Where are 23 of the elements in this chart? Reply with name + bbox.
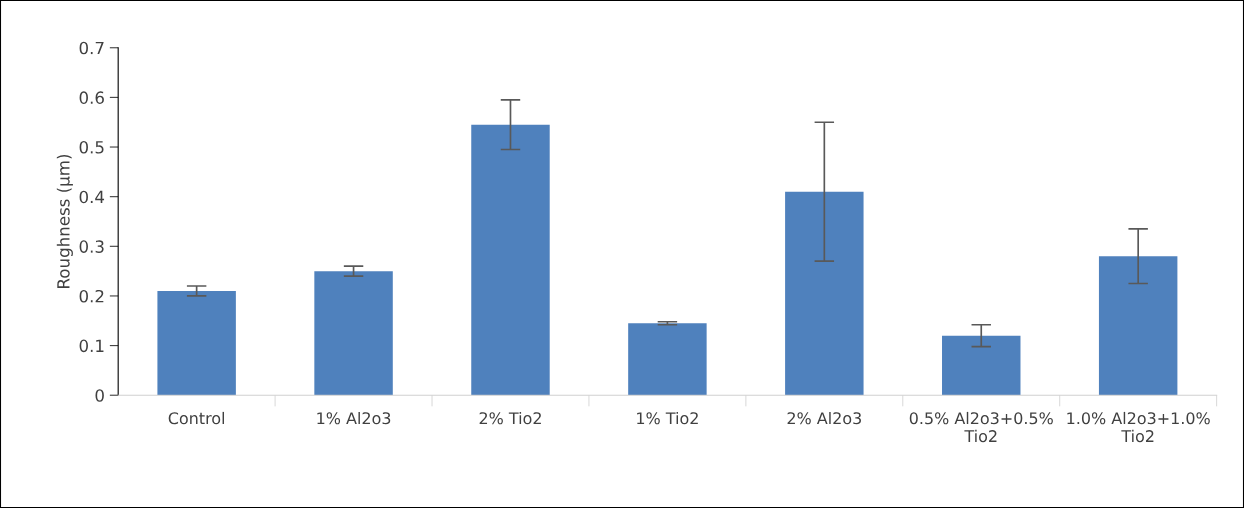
bar bbox=[157, 290, 236, 396]
y-tick-label: 0.5 bbox=[79, 140, 104, 154]
y-tick-label: 0.4 bbox=[79, 190, 105, 204]
y-tick-label: 0 bbox=[95, 389, 104, 402]
y-tick-label: 0.3 bbox=[79, 240, 104, 253]
bar bbox=[1098, 256, 1178, 396]
x-tick-label: 1% Al2o3 bbox=[317, 411, 391, 425]
bar bbox=[471, 124, 550, 396]
y-tick-label: 0.7 bbox=[79, 41, 104, 55]
x-tick-label: 1.0% Al2o3+1.0% Tio2 bbox=[1067, 411, 1210, 443]
x-tick-label: 1% Tio2 bbox=[637, 411, 698, 425]
bar bbox=[785, 191, 864, 396]
y-tick-label: 0.6 bbox=[79, 91, 104, 104]
bar bbox=[314, 271, 393, 396]
x-tick-label: 0.5% Al2o3+0.5% Tio2 bbox=[909, 411, 1053, 443]
x-tick-label: Control bbox=[168, 411, 225, 425]
y-tick-label: 0.1 bbox=[79, 339, 104, 353]
x-tick-label: 2% Tio2 bbox=[479, 411, 541, 425]
y-axis-title: Roughness (µm) bbox=[56, 154, 73, 288]
y-tick-label: 0.2 bbox=[79, 289, 104, 303]
bar bbox=[942, 335, 1021, 396]
bar bbox=[628, 323, 707, 396]
x-tick-label: 2% Al2o3 bbox=[787, 411, 861, 425]
